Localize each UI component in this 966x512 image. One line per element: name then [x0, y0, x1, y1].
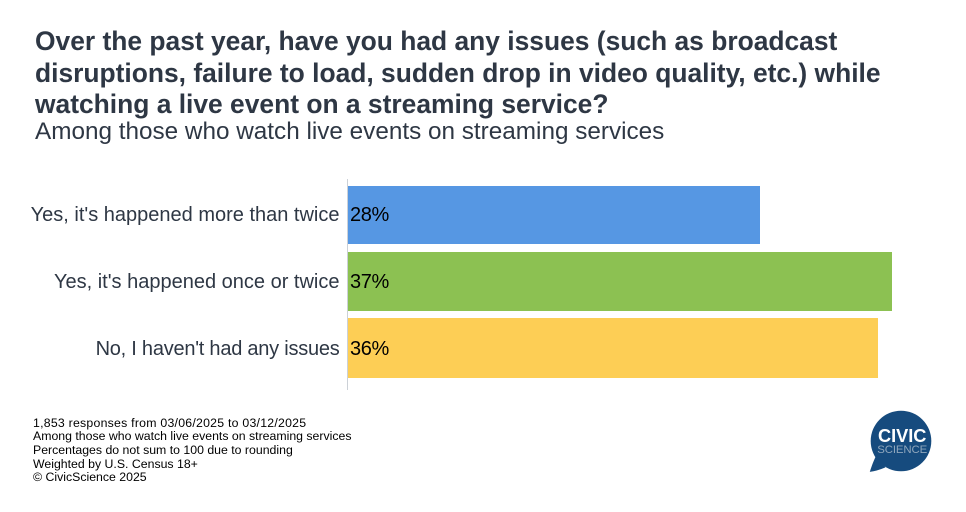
svg-text:CIVIC: CIVIC — [878, 426, 927, 446]
svg-text:SCIENCE: SCIENCE — [877, 444, 927, 456]
